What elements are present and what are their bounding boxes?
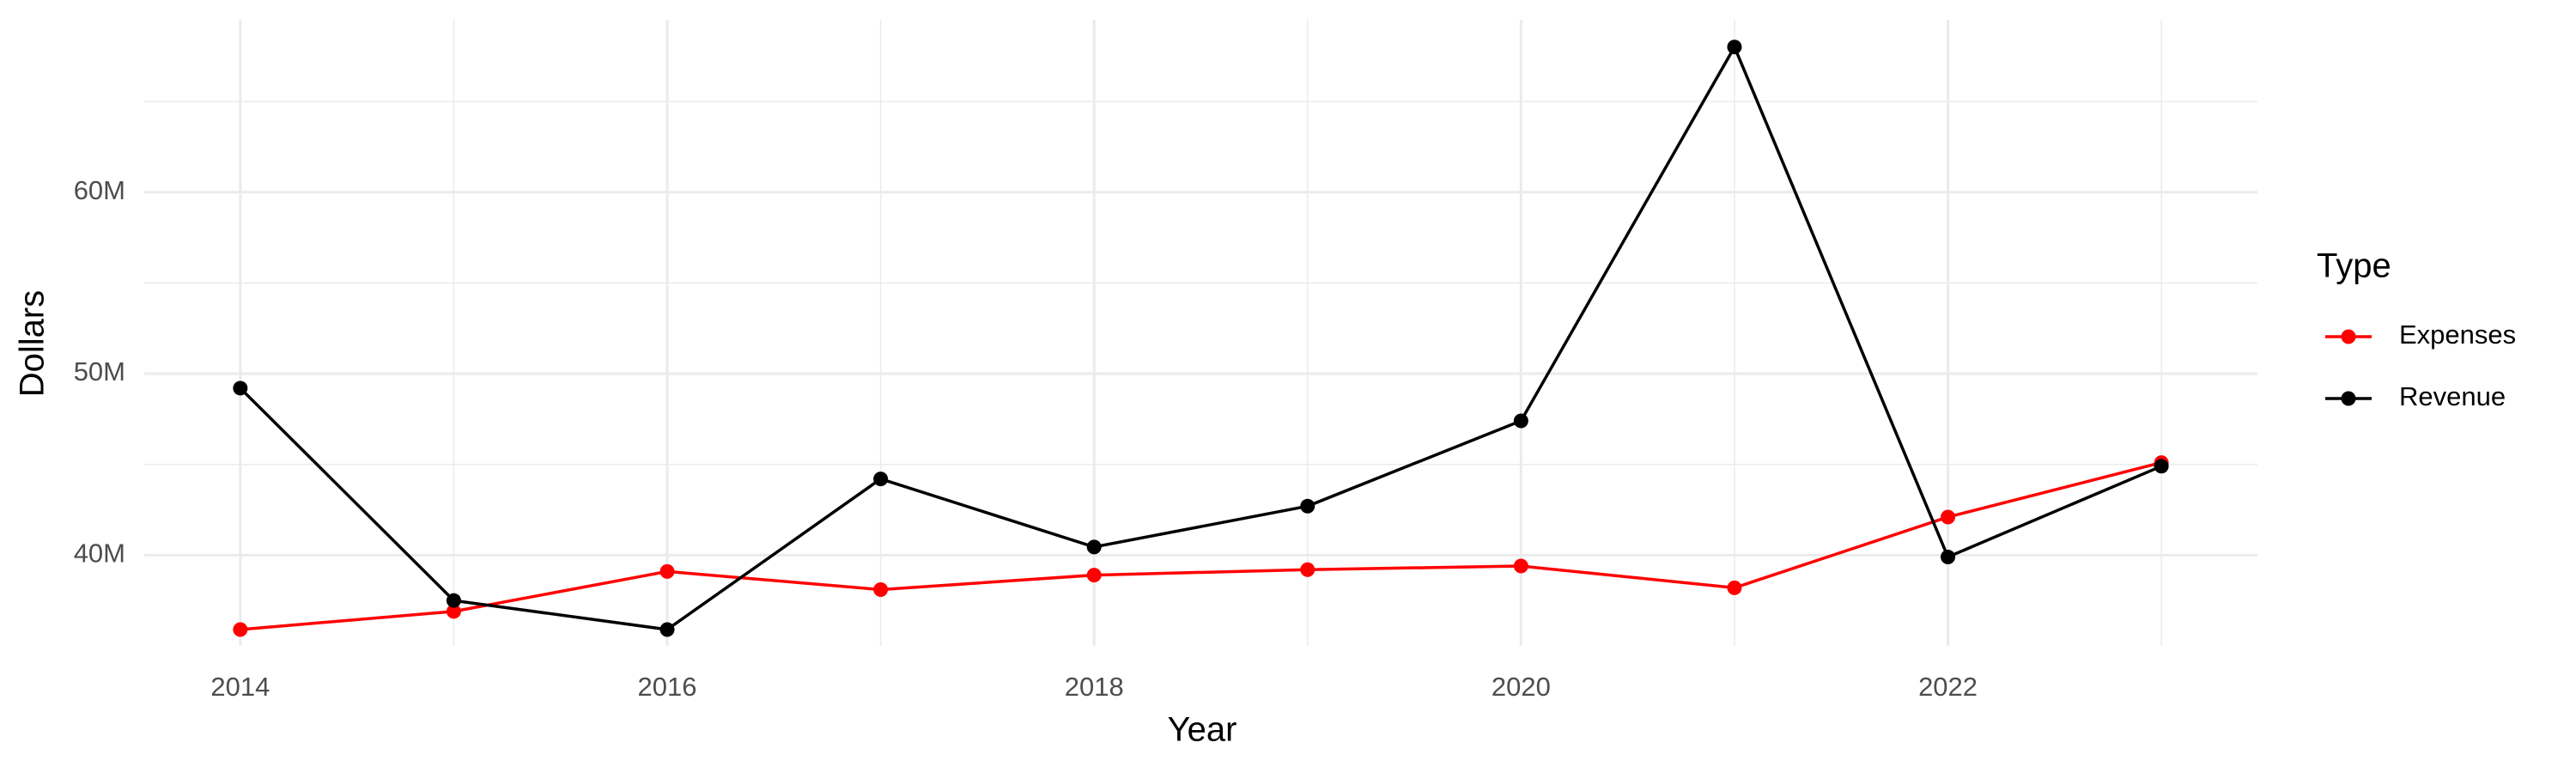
- point: [1727, 40, 1742, 55]
- legend-key: [2341, 391, 2356, 406]
- y-tick-label: 60M: [74, 175, 125, 205]
- y-tick-label: 50M: [74, 356, 125, 386]
- x-axis-title: Year: [1168, 711, 1237, 749]
- point: [1513, 558, 1528, 574]
- legend-key: [2341, 329, 2356, 344]
- point: [1300, 498, 1315, 514]
- point: [446, 593, 461, 608]
- point: [2154, 459, 2169, 474]
- legend-label: Revenue: [2399, 381, 2506, 411]
- series-line: [240, 460, 2162, 631]
- point: [1513, 413, 1528, 429]
- point: [1086, 539, 1102, 555]
- y-axis-title: Dollars: [14, 290, 52, 397]
- x-tick-label: 2020: [1492, 672, 1551, 702]
- point: [233, 622, 248, 637]
- point: [1300, 562, 1315, 577]
- point: [1941, 509, 1956, 525]
- y-tick-label: 40M: [74, 539, 125, 569]
- point: [446, 604, 461, 619]
- x-tick-label: 2022: [1918, 672, 1978, 702]
- x-tick-label: 2014: [210, 672, 270, 702]
- series-line: [239, 43, 2162, 631]
- point: [873, 581, 889, 597]
- point: [1086, 568, 1102, 583]
- point: [873, 472, 889, 487]
- x-tick-label: 2016: [638, 672, 697, 702]
- legend-title: Type: [2317, 247, 2391, 285]
- point: [1941, 549, 1956, 564]
- point: [659, 622, 675, 637]
- point: [233, 380, 248, 396]
- legend-label: Expenses: [2399, 320, 2516, 350]
- point: [659, 563, 675, 579]
- point: [1727, 580, 1742, 595]
- x-tick-label: 2018: [1065, 672, 1124, 702]
